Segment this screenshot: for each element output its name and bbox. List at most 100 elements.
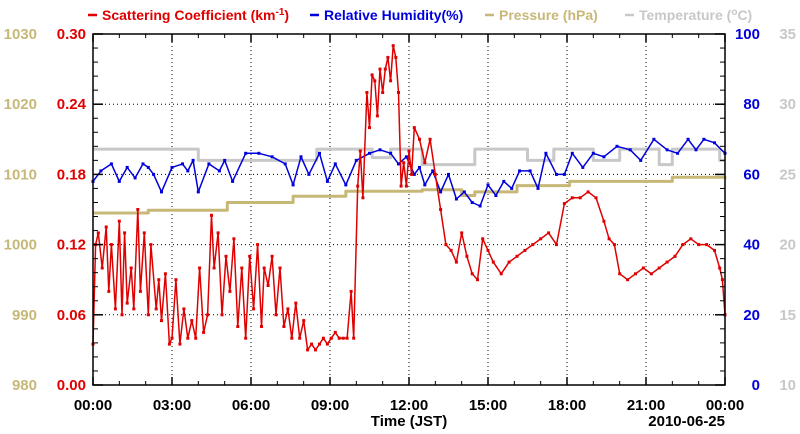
relative-humidity-point — [628, 148, 632, 152]
scattering-coefficient-point — [136, 208, 140, 211]
relative-humidity-point — [702, 137, 706, 141]
scattering-coefficient-point — [107, 289, 111, 293]
temperature-axis-tick-label: 20 — [779, 237, 796, 254]
scattering-coefficient-point — [720, 278, 724, 282]
scattering-coefficient-point — [198, 266, 202, 270]
scattering-coefficient-point — [634, 272, 637, 276]
scattering-coefficient-point — [248, 254, 252, 258]
temperature-axis-tick-label: 25 — [779, 166, 796, 183]
relative-humidity-point — [639, 158, 643, 162]
relative-humidity-point — [555, 172, 558, 176]
relative-humidity-point — [99, 169, 103, 173]
scattering-coefficient-point — [132, 307, 136, 311]
scattering-coefficient-point — [470, 272, 474, 276]
scattering-coefficient-point — [641, 266, 645, 270]
relative-humidity-point — [186, 169, 190, 173]
scattering-coefficient-series-line — [92, 44, 726, 351]
scattering-coefficient-point — [539, 237, 543, 241]
scattering-coefficient-point — [146, 313, 150, 317]
scattering-coefficient-point — [174, 278, 178, 282]
scattering-coefficient-point — [428, 137, 432, 141]
scattering-coefficient-point — [705, 243, 709, 247]
scattering-coefficient-point — [547, 231, 551, 235]
scattering-coefficient-point — [476, 278, 479, 282]
relative-humidity-point — [397, 162, 400, 166]
scattering-coefficient-point — [370, 73, 374, 77]
scattering-coefficient-point — [389, 79, 393, 83]
relative-humidity-point — [270, 155, 274, 159]
scattering-coefficient-point — [244, 336, 248, 340]
relative-humidity-point — [418, 165, 421, 169]
relative-humidity-point — [518, 169, 522, 173]
temperature-axis-tick-label: 30 — [779, 96, 796, 113]
relative-humidity-point — [333, 162, 337, 166]
scattering-axis-tick-label: 0.30 — [57, 26, 86, 43]
relative-humidity-point — [494, 194, 498, 197]
relative-humidity-point — [307, 172, 311, 176]
scattering-coefficient-point — [138, 289, 142, 293]
scattering-coefficient-point — [689, 237, 693, 241]
scattering-coefficient-point — [186, 336, 190, 340]
scattering-coefficient-point — [123, 231, 127, 235]
scattering-coefficient-point — [182, 307, 186, 311]
scattering-coefficient-point — [163, 272, 167, 276]
relative-humidity-point — [325, 179, 329, 183]
scattering-coefficient-point — [407, 149, 411, 153]
scattering-axis-tick-label: 0.12 — [57, 237, 86, 254]
scattering-coefficient-point — [391, 44, 395, 48]
relative-humidity-point — [665, 148, 669, 152]
scattering-coefficient-point — [240, 266, 244, 270]
scattering-coefficient-point — [378, 67, 382, 71]
scattering-coefficient-point — [523, 248, 527, 252]
pressure-axis-tick-label: 1030 — [4, 26, 37, 43]
temperature-series-line — [93, 147, 725, 167]
scattering-axis-tick-label: 0.18 — [57, 166, 86, 183]
scattering-coefficient-point — [365, 91, 369, 94]
scattering-coefficient-point — [117, 219, 121, 223]
scattering-coefficient-point — [515, 254, 519, 258]
legend-label: Pressure (hPa) — [499, 7, 598, 23]
scattering-coefficient-point — [460, 231, 464, 235]
scattering-coefficient-point — [491, 260, 495, 264]
relative-humidity-point — [602, 155, 606, 159]
relative-humidity-point — [181, 162, 184, 166]
scattering-coefficient-point — [358, 149, 362, 153]
relative-humidity-point — [109, 162, 113, 166]
x-tick-label: 03:00 — [153, 397, 191, 414]
legend-item: Relative Humidity(%) — [310, 7, 463, 23]
relative-humidity-point — [191, 158, 195, 162]
scattering-coefficient-point — [142, 231, 146, 235]
scattering-coefficient-point — [578, 196, 582, 200]
scattering-coefficient-point — [602, 219, 606, 223]
scattering-coefficient-point — [594, 196, 598, 200]
scattering-coefficient-point — [157, 278, 161, 282]
series-layer — [91, 44, 727, 352]
scattering-coefficient-point — [96, 231, 100, 235]
x-tick-label: 12:00 — [390, 397, 428, 414]
scattering-coefficient-point — [302, 319, 306, 323]
relative-humidity-point — [244, 151, 248, 155]
scattering-coefficient-point — [439, 208, 443, 211]
scattering-coefficient-point — [454, 260, 458, 264]
scattering-coefficient-point — [486, 248, 490, 252]
scattering-coefficient-point — [383, 67, 387, 71]
scattering-coefficient-point — [399, 184, 403, 188]
scattering-coefficient-point — [618, 272, 622, 276]
relative-humidity-point — [686, 137, 690, 141]
scattering-coefficient-point — [412, 126, 416, 130]
scattering-coefficient-point — [657, 266, 661, 270]
relative-humidity-point — [694, 148, 698, 152]
relative-humidity-point — [431, 169, 435, 173]
scattering-coefficient-point — [256, 243, 260, 247]
scattering-coefficient-point — [170, 336, 174, 340]
scattering-coefficient-point — [449, 248, 453, 252]
scattering-axis-tick-label: 0.24 — [57, 96, 87, 113]
relative-humidity-point — [141, 162, 145, 166]
scattering-coefficient-point — [178, 342, 182, 346]
relative-humidity-point — [478, 204, 482, 208]
relative-humidity-point — [231, 179, 235, 183]
scattering-coefficient-point — [206, 313, 210, 317]
scattering-coefficient-point — [555, 243, 558, 247]
relative-humidity-point — [713, 141, 716, 145]
relative-humidity-point — [196, 190, 200, 194]
